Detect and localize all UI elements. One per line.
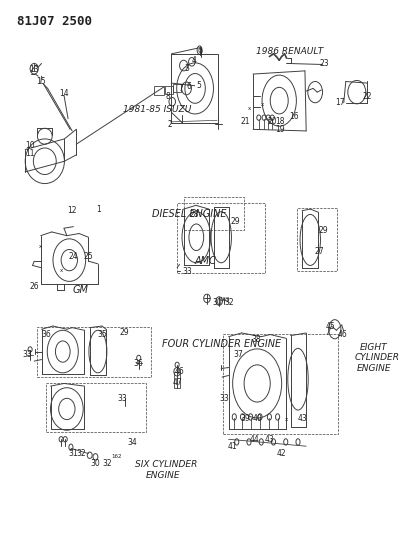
Text: 162: 162 <box>112 454 122 459</box>
Text: 9: 9 <box>197 49 202 57</box>
Bar <box>177 203 265 273</box>
Text: 16: 16 <box>289 112 299 121</box>
Text: 11: 11 <box>26 149 35 158</box>
Text: 45: 45 <box>326 321 335 330</box>
Text: 27: 27 <box>314 247 324 256</box>
Text: 17: 17 <box>335 98 344 107</box>
Text: 44: 44 <box>250 435 260 444</box>
Text: 41: 41 <box>228 442 237 451</box>
Text: 8: 8 <box>166 92 171 101</box>
Text: 2: 2 <box>168 119 173 128</box>
Text: 19: 19 <box>275 125 284 134</box>
Text: AMC: AMC <box>195 256 216 266</box>
Text: 12: 12 <box>68 206 77 215</box>
Text: 37: 37 <box>234 350 243 359</box>
Text: ENGINE: ENGINE <box>146 471 180 480</box>
Text: 30: 30 <box>212 298 222 307</box>
Text: 35: 35 <box>97 330 107 339</box>
Text: 162: 162 <box>219 297 230 302</box>
Text: FOUR CYLINDER ENGINE: FOUR CYLINDER ENGINE <box>162 338 281 349</box>
Text: 29: 29 <box>119 328 129 337</box>
Text: 36: 36 <box>134 359 144 368</box>
Bar <box>154 86 164 95</box>
Text: 30: 30 <box>91 459 100 467</box>
Text: CYLINDER: CYLINDER <box>354 353 399 362</box>
Text: SIX CYLINDER: SIX CYLINDER <box>136 460 198 469</box>
Text: GM: GM <box>72 286 88 295</box>
Text: x: x <box>39 244 42 249</box>
Text: x: x <box>59 268 63 273</box>
Bar <box>223 334 338 434</box>
Text: 15: 15 <box>36 77 46 86</box>
Text: 3: 3 <box>184 64 189 72</box>
Text: 47: 47 <box>172 378 182 387</box>
Text: 23: 23 <box>319 59 329 68</box>
Text: 29: 29 <box>231 217 240 226</box>
Text: 5: 5 <box>196 81 201 90</box>
Text: 32: 32 <box>102 459 112 467</box>
Text: 20: 20 <box>267 117 277 126</box>
Bar <box>184 197 244 230</box>
Text: 10: 10 <box>25 141 35 150</box>
Bar <box>37 327 151 377</box>
Bar <box>297 208 337 271</box>
Text: 28: 28 <box>190 210 199 219</box>
Text: 32: 32 <box>76 449 86 458</box>
Text: 34: 34 <box>127 439 137 448</box>
Text: 24: 24 <box>68 253 78 261</box>
Text: 46: 46 <box>175 367 185 376</box>
Text: 18: 18 <box>275 117 284 126</box>
Text: ENGINE: ENGINE <box>357 364 391 373</box>
Text: 13: 13 <box>29 66 39 74</box>
Text: 43: 43 <box>265 435 274 444</box>
Text: 42: 42 <box>277 449 286 458</box>
Text: 33: 33 <box>220 394 229 403</box>
Text: x: x <box>285 417 288 422</box>
Text: 25: 25 <box>84 253 93 261</box>
Bar <box>174 372 180 387</box>
Text: 81J07 2500: 81J07 2500 <box>17 14 92 28</box>
Text: x: x <box>260 102 264 107</box>
Text: 33: 33 <box>183 268 193 276</box>
Text: 33: 33 <box>22 350 32 359</box>
Text: 29: 29 <box>318 226 328 235</box>
Text: 1981-85 ISUZU: 1981-85 ISUZU <box>123 105 192 114</box>
Text: 40: 40 <box>252 414 262 423</box>
Text: 31: 31 <box>68 449 78 458</box>
Bar <box>165 86 173 94</box>
Text: EIGHT: EIGHT <box>360 343 388 352</box>
Text: 7: 7 <box>178 84 183 93</box>
Text: 36: 36 <box>42 330 52 339</box>
Text: 4: 4 <box>192 56 197 64</box>
Text: 1: 1 <box>96 205 101 214</box>
Bar <box>171 54 218 123</box>
Text: 22: 22 <box>363 92 372 101</box>
Text: 26: 26 <box>29 282 39 291</box>
Text: 38: 38 <box>251 335 261 344</box>
Bar <box>173 84 181 92</box>
Text: 6: 6 <box>187 82 192 91</box>
Bar <box>47 383 147 432</box>
Text: 33: 33 <box>117 394 127 403</box>
Text: 43: 43 <box>297 414 307 423</box>
Text: 14: 14 <box>59 89 69 98</box>
Text: 32: 32 <box>225 298 234 307</box>
Text: 39: 39 <box>240 414 250 423</box>
Text: x: x <box>248 106 251 111</box>
Text: 21: 21 <box>240 117 250 126</box>
Text: 1986 RENAULT: 1986 RENAULT <box>256 47 323 55</box>
Text: 46: 46 <box>338 330 348 339</box>
Text: DIESEL ENGINE: DIESEL ENGINE <box>152 209 226 220</box>
